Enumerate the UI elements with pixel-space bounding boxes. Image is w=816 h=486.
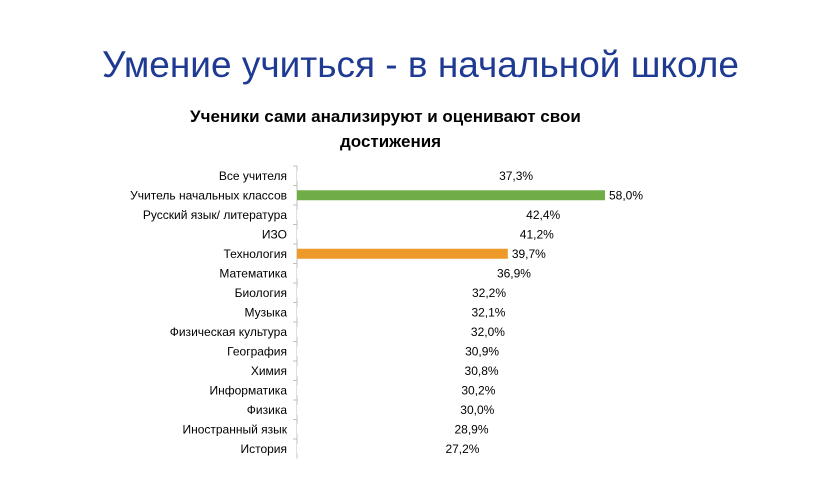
category-label: Иностранный язык [182,422,287,436]
value-label: 30,0% [460,403,494,417]
category-label: Все учителя [219,169,287,183]
value-label: 39,7% [512,247,546,261]
bar [297,190,605,201]
category-label: Технология [224,247,288,261]
bar [297,307,468,318]
chart-title-line2: достижения [340,132,442,151]
value-label: 41,2% [520,227,554,241]
value-label: 42,4% [526,208,560,222]
bar [297,424,451,435]
value-label: 32,0% [471,325,505,339]
bar [297,346,462,357]
value-label: 32,1% [471,305,505,319]
category-label: География [227,344,287,358]
value-label: 27,2% [445,442,479,456]
category-label: Информатика [209,383,287,397]
bar [297,170,496,181]
category-label: Музыка [245,305,288,319]
bar [297,229,516,240]
bar [297,248,508,259]
bar [297,404,457,415]
category-label: Учитель начальных классов [130,188,287,202]
bar [297,287,468,298]
value-label: 36,9% [497,266,531,280]
chart-title-line1: Ученики сами анализируют и оценивают сво… [190,107,581,126]
bar [297,365,461,376]
category-label: Физическая культура [170,325,288,339]
category-label: Математика [219,266,287,280]
value-label: 37,3% [499,169,533,183]
value-label: 28,9% [454,422,488,436]
category-label: Физика [247,403,288,417]
value-label: 32,2% [472,286,506,300]
bar [297,326,467,337]
category-label: ИЗО [262,227,287,241]
category-label: Русский язык/ литература [143,208,287,222]
bar [297,209,523,220]
value-label: 30,2% [461,383,495,397]
value-label: 58,0% [609,188,643,202]
category-label: Химия [251,364,287,378]
category-label: История [240,442,287,456]
category-label: Биология [235,286,287,300]
bar [297,443,442,454]
chart-title: Ученики сами анализируют и оценивают сво… [190,104,600,154]
bar [297,268,493,279]
value-label: 30,9% [465,344,499,358]
slide-title: Умение учиться - в начальной школе [102,44,739,85]
bar [297,385,458,396]
value-label: 30,8% [465,364,499,378]
